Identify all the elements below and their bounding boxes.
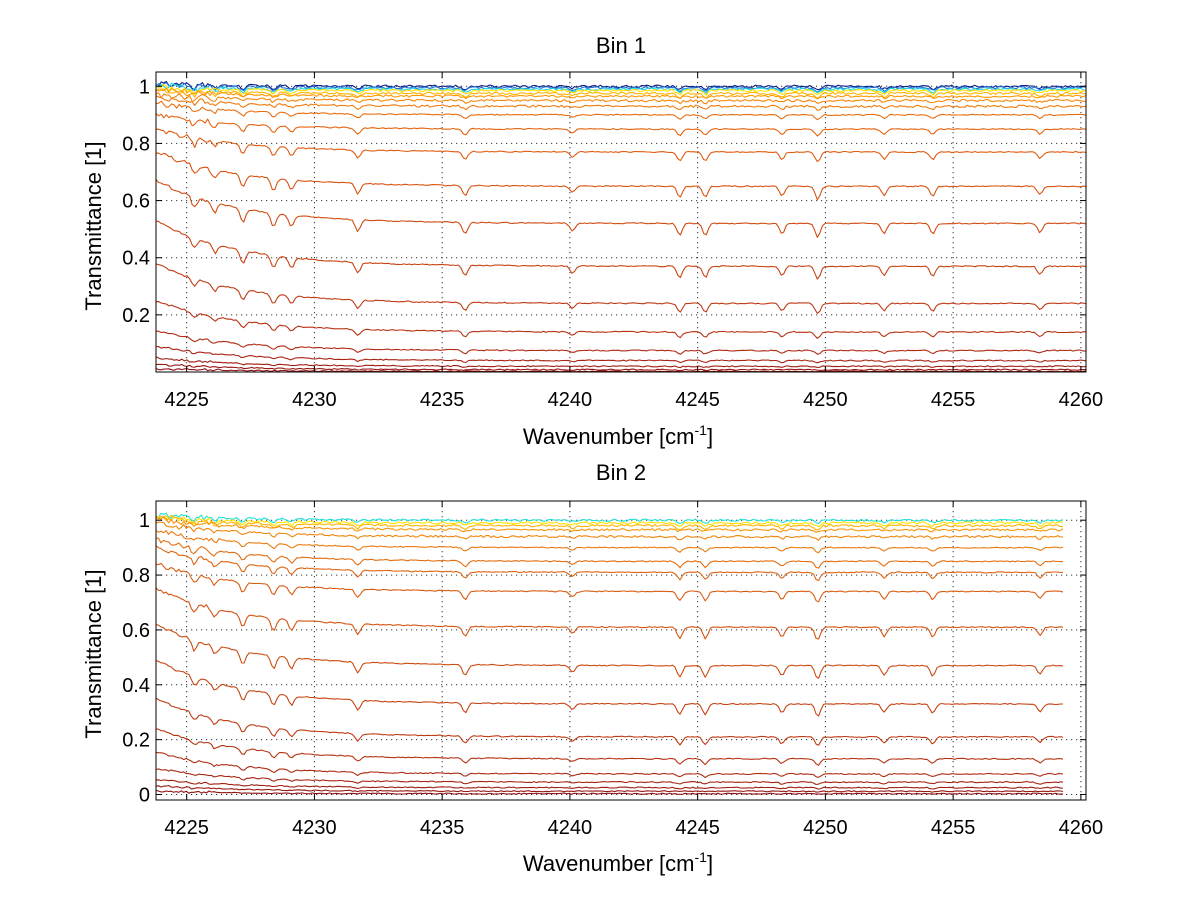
- series-line-t7: [155, 92, 1087, 105]
- x-tick-label: 4230: [292, 389, 337, 411]
- series-line-t3: [155, 82, 1087, 94]
- y-axis-label: Transmittance [1]: [81, 569, 106, 738]
- series-line-t5: [155, 88, 1087, 99]
- ticks: 4225 4230 4235 4240 4245 4250 4255 4260 0.2 0.4 0.…: [122, 72, 1103, 411]
- series-line-t16: [155, 768, 1064, 786]
- series-line-t15: [155, 751, 1064, 779]
- ticks: 4225 4230 4235 4240 4245 4250 4255 4260 0 0.2 0.4 0…: [122, 501, 1103, 839]
- x-axis-label: Wavenumber [cm-1]: [523, 849, 713, 876]
- x-axis-label: Wavenumber [cm-1]: [523, 422, 713, 449]
- series-line-t13: [155, 697, 1064, 746]
- x-tick-label: 4225: [164, 817, 209, 839]
- series-line-t14: [155, 728, 1064, 766]
- series-line-t14: [155, 220, 1087, 280]
- series-line-t12: [155, 660, 1063, 717]
- series-group: [155, 80, 1087, 373]
- x-tick-label: 4250: [803, 389, 848, 411]
- series-line-t19: [155, 356, 1087, 369]
- series-group: [155, 512, 1064, 795]
- series-line-t6: [155, 87, 1087, 100]
- series-line-t4: [155, 515, 1064, 533]
- y-tick-label: 0.8: [122, 133, 150, 155]
- series-line-t20: [155, 363, 1087, 372]
- chart-title: Bin 1: [596, 33, 646, 58]
- y-tick-label: 0.6: [122, 191, 150, 213]
- y-tick-label: 0.2: [122, 305, 150, 327]
- series-line-t7: [156, 537, 1064, 569]
- series-line-t9: [155, 100, 1087, 121]
- x-tick-label: 4235: [420, 389, 465, 411]
- chart-bin-1: Bin 1 Transmittance [1] Wavenumber [cm-1…: [81, 33, 1103, 449]
- x-axis-label-main: Wavenumber [cm: [523, 424, 695, 449]
- y-tick-label: 0.4: [122, 675, 150, 697]
- y-axis-label: Transmittance [1]: [81, 141, 106, 310]
- series-line-t12: [155, 152, 1087, 201]
- series-line-t2: [155, 82, 1087, 93]
- y-tick-label: 0: [139, 785, 150, 807]
- x-tick-label: 4240: [548, 817, 593, 839]
- y-tick-label: 0.8: [122, 565, 150, 587]
- series-line-t8: [155, 95, 1087, 111]
- x-axis-label-tail: ]: [707, 424, 713, 449]
- x-axis-label-main: Wavenumber [cm: [523, 851, 695, 876]
- series-line-t18: [155, 345, 1087, 364]
- x-tick-label: 4230: [292, 817, 337, 839]
- series-line-t5: [155, 521, 1064, 541]
- plot-frame: [155, 71, 1087, 373]
- series-line-t1: [156, 512, 1064, 525]
- y-tick-label: 1: [139, 76, 150, 98]
- series-line-t13: [155, 179, 1087, 238]
- series-line-t19: [155, 789, 1064, 795]
- x-axis-label-tail: ]: [707, 851, 713, 876]
- x-tick-label: 4260: [1059, 389, 1104, 411]
- series-line-t8: [155, 545, 1064, 582]
- series-line-t2: [155, 515, 1064, 528]
- series-line-t4: [155, 83, 1087, 96]
- x-tick-label: 4255: [931, 389, 976, 411]
- y-tick-label: 1: [139, 510, 150, 532]
- series-line-t9: [155, 562, 1064, 603]
- x-tick-label: 4235: [420, 817, 465, 839]
- y-tick-label: 0.6: [122, 620, 150, 642]
- series-line-t10: [155, 587, 1064, 640]
- series-line-t3: [155, 514, 1063, 531]
- y-tick-label: 0.4: [122, 248, 150, 270]
- x-tick-label: 4240: [548, 389, 593, 411]
- series-line-t16: [155, 301, 1087, 339]
- series-line-t17: [155, 779, 1064, 790]
- series-line-t11: [155, 128, 1087, 163]
- grid: [156, 501, 1086, 800]
- series-line-t15: [155, 263, 1087, 314]
- x-axis-label-superscript: -1: [695, 422, 708, 438]
- x-tick-label: 4245: [675, 817, 720, 839]
- x-tick-label: 4225: [164, 389, 209, 411]
- chart-title: Bin 2: [596, 460, 646, 485]
- x-tick-label: 4250: [803, 817, 848, 839]
- x-axis-label-superscript: -1: [695, 849, 708, 865]
- x-tick-label: 4260: [1059, 817, 1104, 839]
- x-tick-label: 4245: [675, 389, 720, 411]
- chart-bin-2: Bin 2 Transmittance [1] Wavenumber [cm-1…: [81, 460, 1103, 876]
- y-tick-label: 0.2: [122, 730, 150, 752]
- series-line-t6: [155, 530, 1064, 554]
- series-line-t10: [155, 113, 1087, 137]
- plot-frame: [155, 500, 1087, 801]
- series-line-t17: [155, 330, 1087, 355]
- series-line-t11: [155, 624, 1064, 679]
- x-tick-label: 4255: [931, 817, 976, 839]
- series-line-t18: [155, 784, 1064, 793]
